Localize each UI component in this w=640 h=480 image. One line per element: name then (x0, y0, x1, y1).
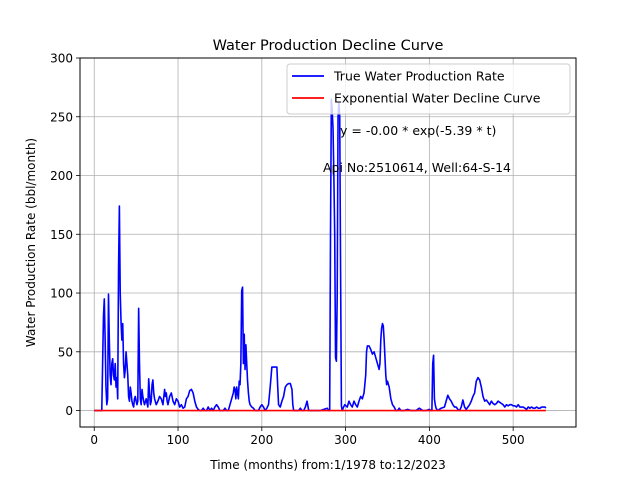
chart-title: Water Production Decline Curve (213, 38, 444, 54)
x-tick-label: 200 (250, 433, 273, 447)
y-tick-label: 300 (50, 52, 73, 66)
legend: True Water Production Rate Exponential W… (286, 63, 571, 115)
x-tick-label: 100 (167, 433, 190, 447)
series-group (94, 98, 547, 412)
equation-annotation: y = -0.00 * exp(-5.39 * t) (340, 123, 496, 138)
y-tick-label: 200 (50, 169, 73, 183)
x-axis-label: Time (months) from:1/1978 to:12/2023 (209, 458, 446, 472)
legend-box (286, 63, 571, 115)
legend-label-true-water: True Water Production Rate (333, 69, 505, 84)
y-tick-label: 100 (50, 287, 73, 301)
x-tick-label: 400 (418, 433, 441, 447)
x-tick-label: 300 (334, 433, 357, 447)
y-axis-label: Water Production Rate (bbl/month) (24, 138, 38, 347)
y-tick-label: 0 (65, 404, 73, 418)
well-annotation: Api No:2510614, Well:64-S-14 (323, 160, 511, 175)
x-tick-label: 0 (90, 433, 98, 447)
y-tick-label: 50 (58, 345, 73, 359)
plot-frame (79, 57, 577, 428)
legend-label-exponential: Exponential Water Decline Curve (334, 91, 541, 106)
y-tick-label: 150 (50, 228, 73, 242)
y-tick-label: 250 (50, 110, 73, 124)
plot-background (80, 58, 576, 427)
ticks: 0 100 200 300 400 500 0 50 100 150 200 250 300 (50, 52, 525, 448)
true-water-production-line (94, 98, 547, 412)
x-tick-label: 500 (502, 433, 525, 447)
